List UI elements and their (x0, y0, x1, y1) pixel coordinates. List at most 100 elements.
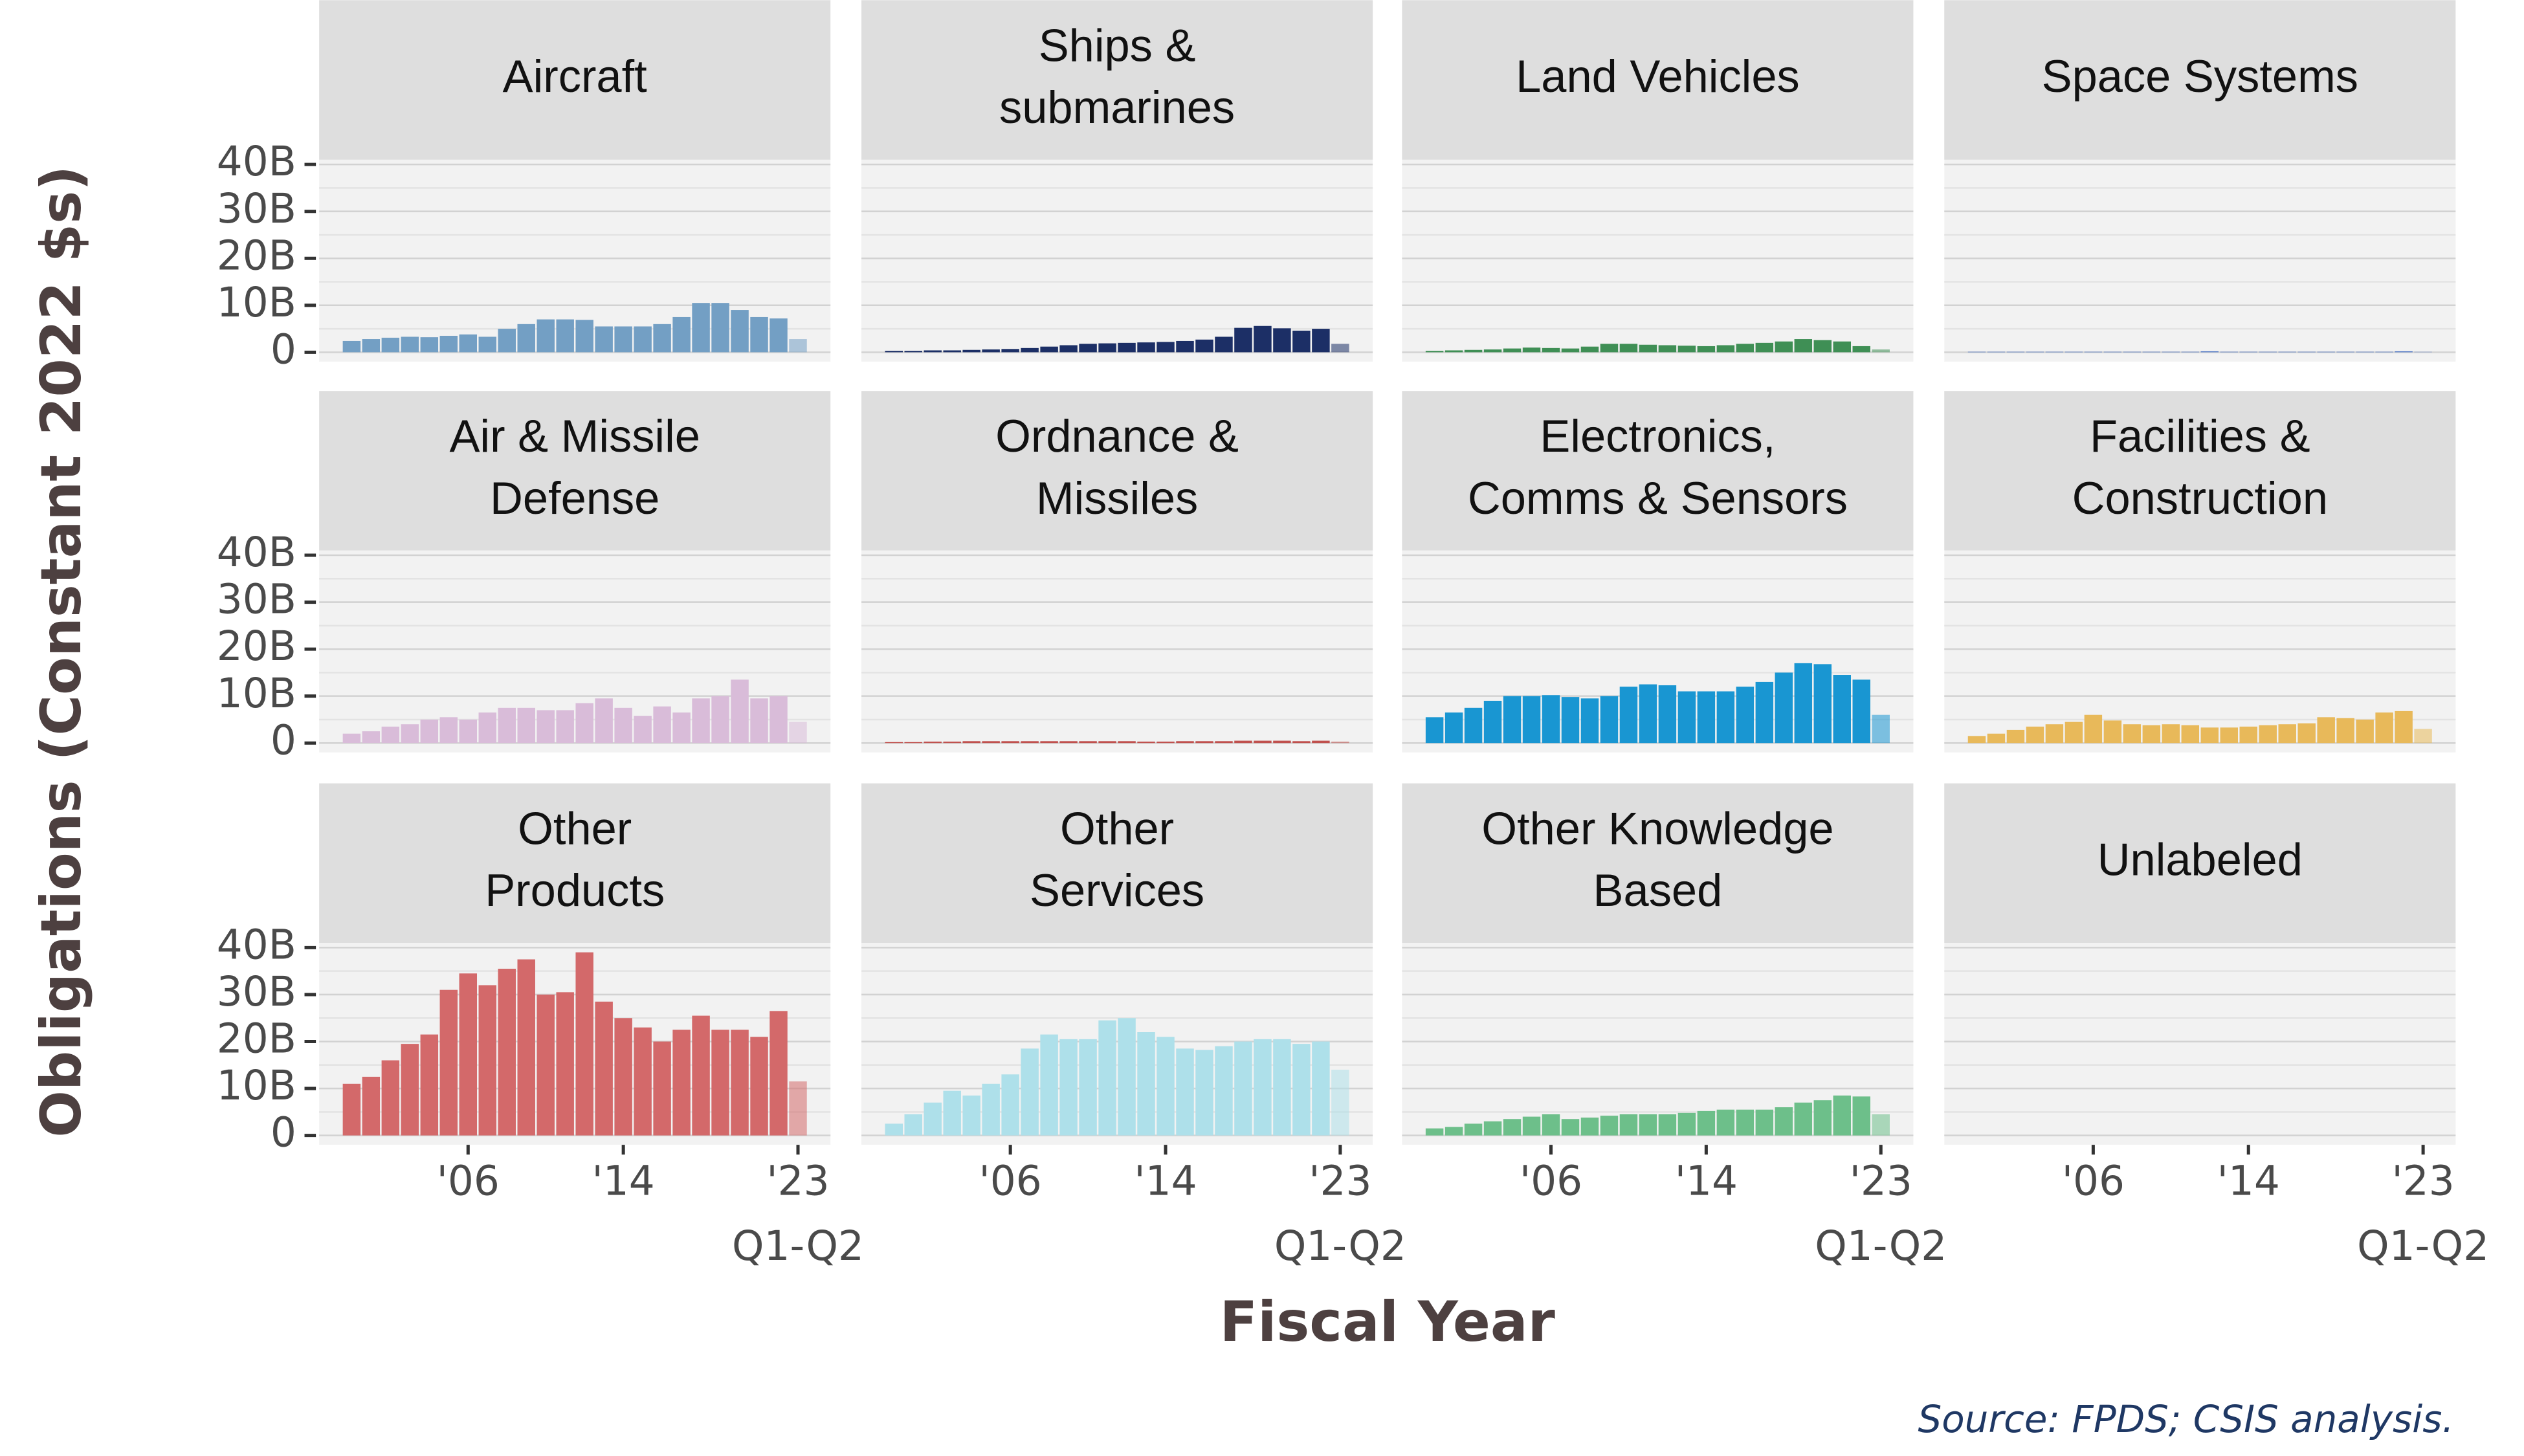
bar (2356, 351, 2374, 353)
bar (789, 722, 807, 744)
bar (401, 1044, 419, 1136)
bar (342, 733, 361, 744)
y-tick-label: 0 (271, 716, 296, 764)
bar (1059, 345, 1078, 353)
bar (362, 731, 381, 744)
bar (1619, 344, 1638, 353)
bar (2317, 717, 2335, 744)
bar (1445, 712, 1463, 744)
bar (1445, 350, 1463, 353)
x-tick-sublabel: Q1-Q2 (2357, 1222, 2489, 1270)
bar (653, 324, 671, 353)
y-tick-label: 30B (217, 968, 296, 1015)
bar (1021, 741, 1039, 744)
bar (420, 337, 439, 353)
bar (924, 1102, 942, 1136)
bar (1292, 330, 1311, 353)
bar (439, 335, 458, 353)
bar (1254, 740, 1272, 744)
bar (1697, 1110, 1716, 1136)
bar (1600, 344, 1619, 353)
bar (1833, 675, 1851, 744)
bar (1273, 328, 1291, 353)
facet-title: Services (1030, 865, 1204, 916)
bar (2220, 351, 2238, 353)
facet-title: Missiles (1036, 472, 1198, 524)
bar (362, 1076, 381, 1136)
bar (2084, 714, 2103, 744)
y-tick-label: 20B (217, 623, 296, 670)
bar (2414, 729, 2432, 744)
bar (672, 1030, 691, 1136)
bar (2026, 351, 2044, 353)
bar (982, 1083, 1000, 1136)
bar (2162, 351, 2180, 353)
bar (556, 319, 574, 353)
bar (1464, 707, 1483, 744)
bar (595, 326, 613, 353)
bar (1833, 341, 1851, 353)
bar (2162, 724, 2180, 744)
facet-title: Comms & Sensors (1468, 472, 1848, 524)
bar (1872, 349, 1890, 353)
bar (1254, 1039, 1272, 1136)
bar (1833, 1095, 1851, 1136)
bar (1580, 1118, 1599, 1136)
bar (498, 329, 516, 353)
bar (1658, 345, 1677, 353)
bar (2375, 351, 2393, 353)
bar (1600, 696, 1619, 744)
bar (439, 989, 458, 1136)
x-tick-label: '23 (1850, 1158, 1912, 1205)
facet-title: Construction (2072, 472, 2328, 524)
y-tick-label: 10B (217, 670, 296, 717)
bar (2006, 729, 2025, 744)
facet-header (319, 391, 831, 551)
bar (2220, 727, 2238, 744)
facet-title: Facilities & (2090, 410, 2310, 461)
bar (2026, 726, 2044, 744)
bar (2045, 724, 2064, 744)
bar (2278, 724, 2296, 744)
bar (1619, 1114, 1638, 1136)
bar (924, 350, 942, 353)
y-tick-label: 40B (217, 921, 296, 968)
facet-title: Ordnance & (995, 410, 1239, 461)
bar (943, 350, 961, 353)
bar (1852, 679, 1870, 744)
bar (634, 716, 652, 744)
bar (982, 349, 1000, 353)
bar (1079, 1039, 1097, 1136)
bar (1001, 349, 1019, 353)
bar (1195, 1050, 1213, 1136)
facet-title: Defense (490, 472, 659, 524)
x-tick-label: '06 (1520, 1158, 1582, 1205)
bar (1059, 741, 1078, 744)
facet-header (319, 783, 831, 943)
bar (1716, 345, 1735, 353)
bar (1600, 1116, 1619, 1136)
bar (1483, 700, 1502, 744)
y-axis-title: Obligations (Constant 2022 $s) (30, 166, 94, 1138)
bar (575, 952, 593, 1136)
bar (1736, 687, 1755, 744)
bar (1098, 741, 1116, 744)
bar (962, 741, 980, 744)
y-tick-label: 20B (217, 1015, 296, 1063)
bar (517, 707, 535, 744)
bar (459, 973, 478, 1136)
x-tick-label: '23 (766, 1158, 829, 1205)
bar (2103, 720, 2122, 744)
bar (2123, 351, 2142, 353)
facet-header (861, 783, 1373, 943)
bar (1522, 1116, 1541, 1136)
bar (478, 336, 496, 353)
bar (885, 742, 903, 744)
y-tick-label: 40B (217, 138, 296, 185)
x-tick-label: '06 (437, 1158, 500, 1205)
bar (711, 303, 729, 353)
bar (1118, 741, 1136, 744)
bar (1098, 1020, 1116, 1136)
bar (517, 959, 535, 1136)
facet-header (319, 0, 831, 160)
